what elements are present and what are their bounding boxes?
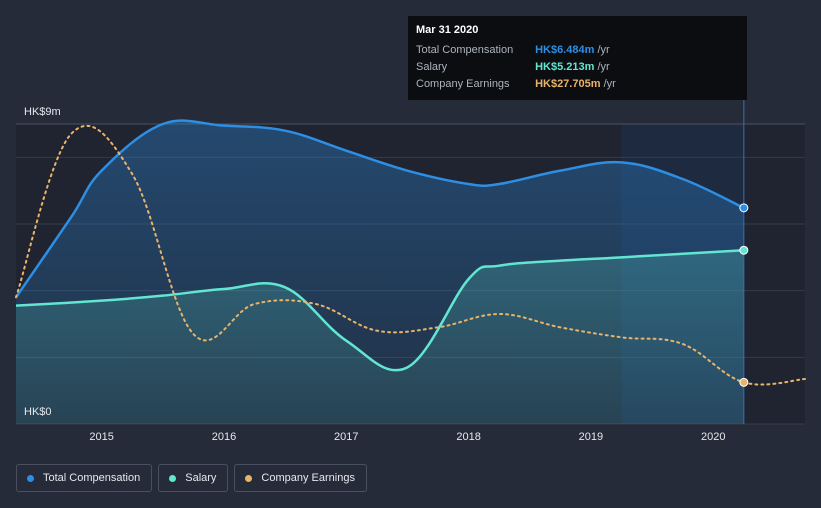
salary-area	[16, 250, 744, 424]
company-earnings-marker[interactable]	[739, 377, 749, 387]
total-compensation-marker[interactable]	[739, 203, 749, 213]
compensation-chart	[14, 100, 806, 425]
tooltip-row-earnings: Company Earnings HK$27.705m /yr	[416, 76, 739, 93]
company-earnings-line	[15, 124, 806, 386]
x-tick-label: 2015	[89, 431, 114, 443]
legend-label: Total Compensation	[43, 472, 141, 484]
tooltip-row-total: Total Compensation HK$6.484m /yr	[416, 42, 739, 59]
salary-marker[interactable]	[739, 245, 749, 255]
tooltip-row-salary: Salary HK$5.213m /yr	[416, 59, 739, 76]
tooltip-unit: /yr	[597, 61, 610, 73]
tooltip-value: HK$6.484m	[535, 44, 595, 56]
tooltip-label: Total Compensation	[416, 44, 514, 56]
legend-label: Salary	[185, 472, 217, 484]
x-tick-label: 2016	[211, 431, 237, 443]
legend-label: Company Earnings	[261, 472, 355, 484]
total-compensation-line	[14, 119, 745, 299]
legend: Total Compensation Salary Company Earnin…	[16, 464, 367, 492]
tooltip-value: HK$5.213m	[535, 61, 595, 73]
legend-dot-icon	[27, 474, 34, 482]
x-tick-label: 2017	[334, 431, 359, 443]
tooltip-unit: /yr	[603, 78, 616, 90]
salary-line	[15, 248, 744, 372]
y-label-bottom: HK$0	[24, 406, 52, 418]
tooltip-label: Company Earnings	[416, 78, 510, 90]
tooltip: Mar 31 2020 Total Compensation HK$6.484m…	[408, 16, 747, 100]
x-tick-label: 2018	[456, 431, 481, 443]
legend-dot-icon	[169, 474, 177, 482]
tooltip-unit: /yr	[597, 44, 610, 56]
legend-item-company-earnings[interactable]: Company Earnings	[234, 464, 367, 492]
tooltip-value: HK$27.705m	[535, 78, 601, 90]
legend-item-total-compensation[interactable]: Total Compensation	[16, 464, 153, 492]
legend-item-salary[interactable]: Salary	[158, 464, 229, 492]
tooltip-label: Salary	[416, 61, 448, 73]
legend-dot-icon	[245, 474, 253, 482]
y-label-top: HK$9m	[24, 106, 61, 118]
x-tick-label: 2019	[578, 431, 604, 443]
x-tick-label: 2020	[701, 431, 726, 443]
tooltip-date: Mar 31 2020	[416, 24, 479, 36]
